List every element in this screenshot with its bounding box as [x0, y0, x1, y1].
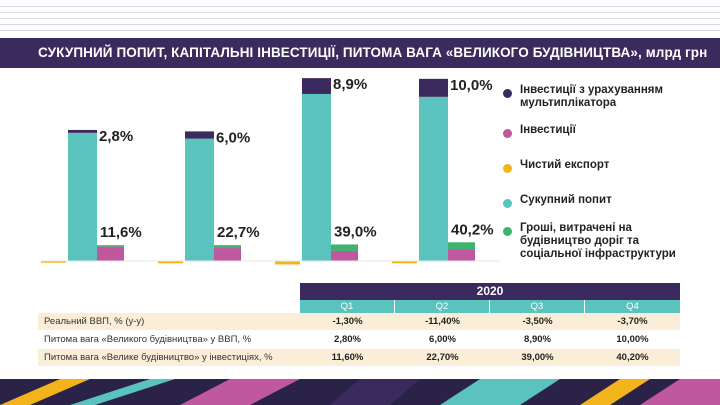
table-row-label: Реальний ВВП, % (у-у)	[44, 316, 145, 327]
table-quarter-header: Q1 Q2 Q3 Q4	[300, 300, 680, 313]
table-cell: 2,80%	[334, 334, 361, 345]
legend-label-aggregate-demand: Сукупний попит	[520, 194, 612, 206]
legend-item-multiplier: Інвестиції з урахуванням мультиплікатора	[503, 84, 700, 110]
legend-dot-multiplier	[503, 89, 512, 98]
legend-label-investments: Інвестиції	[520, 124, 576, 136]
bar-roads	[448, 242, 475, 250]
bar-aggregate-demand	[302, 93, 331, 262]
title-bar: СУКУПНИЙ ПОПИТ, КАПІТАЛЬНІ ІНВЕСТИЦІЇ, П…	[0, 38, 720, 68]
bar-investments	[214, 248, 241, 261]
table-quarter-q4: Q4	[585, 300, 680, 313]
table-cell: -1,30%	[332, 316, 363, 327]
legend-item-roads: Гроші, витрачені на будівництво доріг та…	[503, 222, 690, 261]
legend-label-multiplier: Інвестиції з урахуванням мультиплікатора	[520, 84, 664, 109]
table-quarter-q1: Q1	[300, 300, 395, 313]
footer-decoration	[0, 379, 720, 405]
bar-net-export	[275, 261, 300, 265]
bar-roads	[331, 244, 358, 251]
bar-investments-multiplier	[419, 78, 448, 97]
table-cell: 6,00%	[429, 334, 456, 345]
legend-dot-net-export	[503, 164, 512, 173]
legend-label-net-export: Чистий експорт	[520, 159, 610, 171]
table-cell: 39,00%	[521, 352, 554, 363]
table-quarter-q3: Q3	[490, 300, 585, 313]
bar-investments	[331, 250, 358, 261]
legend-label-roads: Гроші, витрачені на будівництво доріг та…	[520, 222, 676, 260]
data-label-upper: 8,9%	[333, 76, 367, 93]
table-cell: -3,70%	[617, 316, 648, 327]
legend-item-net-export: Чистий експорт	[503, 159, 609, 173]
legend-dot-aggregate-demand	[503, 199, 512, 208]
bar-investments-multiplier	[302, 78, 331, 94]
legend-item-aggregate-demand: Сукупний попит	[503, 194, 612, 208]
bar-aggregate-demand	[68, 132, 97, 261]
table-cell: 11,60%	[331, 352, 364, 363]
data-label-upper: 2,8%	[99, 128, 133, 145]
bar-net-export	[41, 261, 66, 263]
table-cell: -3,50%	[522, 316, 553, 327]
data-label-lower: 40,2%	[451, 221, 494, 238]
legend-dot-roads	[503, 227, 512, 236]
table-cell: 8,90%	[524, 334, 551, 345]
bar-investments	[448, 249, 475, 261]
bar-investments-multiplier	[185, 131, 214, 139]
bar-net-export	[158, 261, 183, 264]
data-label-upper: 10,0%	[450, 77, 493, 94]
chart-area: 2,8% 11,6% 6,0% 22,7% 8,9% 39,0% 10,0% 40,2%	[40, 76, 500, 265]
bar-roads	[97, 245, 124, 247]
header-decoration	[0, 0, 720, 40]
data-label-lower: 22,7%	[217, 224, 260, 241]
bar-net-export	[392, 261, 417, 264]
bar-investments-multiplier	[68, 129, 97, 133]
table-year-header: 2020	[300, 283, 680, 300]
bar-investments	[97, 246, 124, 261]
table-row: Питома вага «Велике будівництво» у інвес…	[38, 349, 680, 366]
table-quarter-q2: Q2	[395, 300, 490, 313]
table-row-label: Питома вага «Великого будівництва» у ВВП…	[44, 334, 252, 345]
table-cell: 10,00%	[616, 334, 649, 345]
legend-item-investments: Інвестиції	[503, 124, 576, 138]
bar-aggregate-demand	[419, 96, 448, 261]
table-row: Реальний ВВП, % (у-у) -1,30% -11,40% -3,…	[38, 313, 680, 330]
bar-roads	[214, 245, 241, 249]
data-label-lower: 39,0%	[334, 223, 377, 240]
chart-title: СУКУПНИЙ ПОПИТ, КАПІТАЛЬНІ ІНВЕСТИЦІЇ, П…	[38, 45, 708, 60]
table-row: Питома вага «Великого будівництва» у ВВП…	[38, 331, 680, 348]
table-cell: 40,20%	[616, 352, 649, 363]
table-cell: 22,70%	[426, 352, 459, 363]
bar-aggregate-demand	[185, 138, 214, 261]
data-label-lower: 11,6%	[100, 224, 142, 241]
table-cell: -11,40%	[425, 316, 460, 327]
data-label-upper: 6,0%	[216, 129, 250, 146]
table-row-label: Питома вага «Велике будівництво» у інвес…	[44, 352, 273, 363]
legend-dot-investments	[503, 129, 512, 138]
